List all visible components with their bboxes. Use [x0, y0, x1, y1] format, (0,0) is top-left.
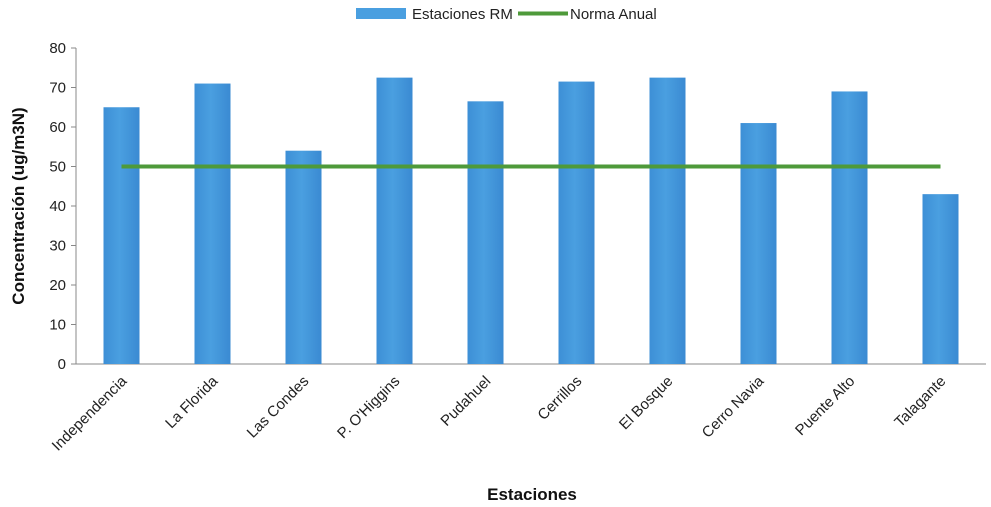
y-tick-label: 20	[49, 277, 66, 294]
legend-label-bars: Estaciones RM	[412, 6, 513, 23]
y-tick-label: 50	[49, 159, 66, 176]
y-tick-label: 80	[49, 40, 66, 57]
bar-cerrillos	[558, 81, 595, 364]
x-tick-label: P. O'Higgins	[334, 373, 403, 442]
bar-la-florida	[194, 83, 231, 365]
x-tick-label: El Bosque	[616, 373, 676, 433]
legend-label-line: Norma Anual	[570, 6, 657, 23]
bar-talagante	[922, 194, 959, 364]
x-tick-label: Cerrillos	[534, 373, 585, 424]
bar-independencia	[103, 107, 140, 364]
bar-el-bosque	[649, 77, 686, 364]
bar-series	[103, 77, 959, 365]
bar-pudahuel	[467, 101, 504, 364]
y-tick-label: 30	[49, 238, 66, 255]
y-tick-label: 60	[49, 119, 66, 136]
y-tick-label: 0	[58, 356, 66, 373]
x-tick-label: Talagante	[891, 373, 949, 431]
x-tick-label: Pudahuel	[437, 373, 494, 430]
x-tick-label: La Florida	[162, 372, 222, 432]
y-tick-label: 10	[49, 317, 66, 334]
x-axis: Independencia La Florida Las Condes P. O'Hi…	[49, 372, 950, 454]
x-tick-label: Independencia	[49, 372, 131, 454]
x-tick-label: Puente Alto	[792, 373, 858, 439]
bar-p-o-higgins	[376, 77, 413, 364]
bar-las-condes	[285, 150, 322, 364]
x-tick-label: Cerro Navia	[699, 372, 768, 441]
bar-cerro-navia	[740, 123, 777, 364]
y-axis: 0 10 20 30 40 50 60 70 80	[49, 40, 76, 373]
bar-puente-alto	[831, 91, 868, 364]
y-tick-label: 70	[49, 80, 66, 97]
y-axis-title: Concentración (ug/m3N)	[9, 107, 28, 304]
y-tick-label: 40	[49, 198, 66, 215]
legend: Estaciones RM Norma Anual	[356, 6, 657, 23]
x-tick-label: Las Condes	[244, 373, 313, 442]
x-axis-title: Estaciones	[487, 485, 577, 504]
legend-swatch-bars	[356, 8, 406, 19]
